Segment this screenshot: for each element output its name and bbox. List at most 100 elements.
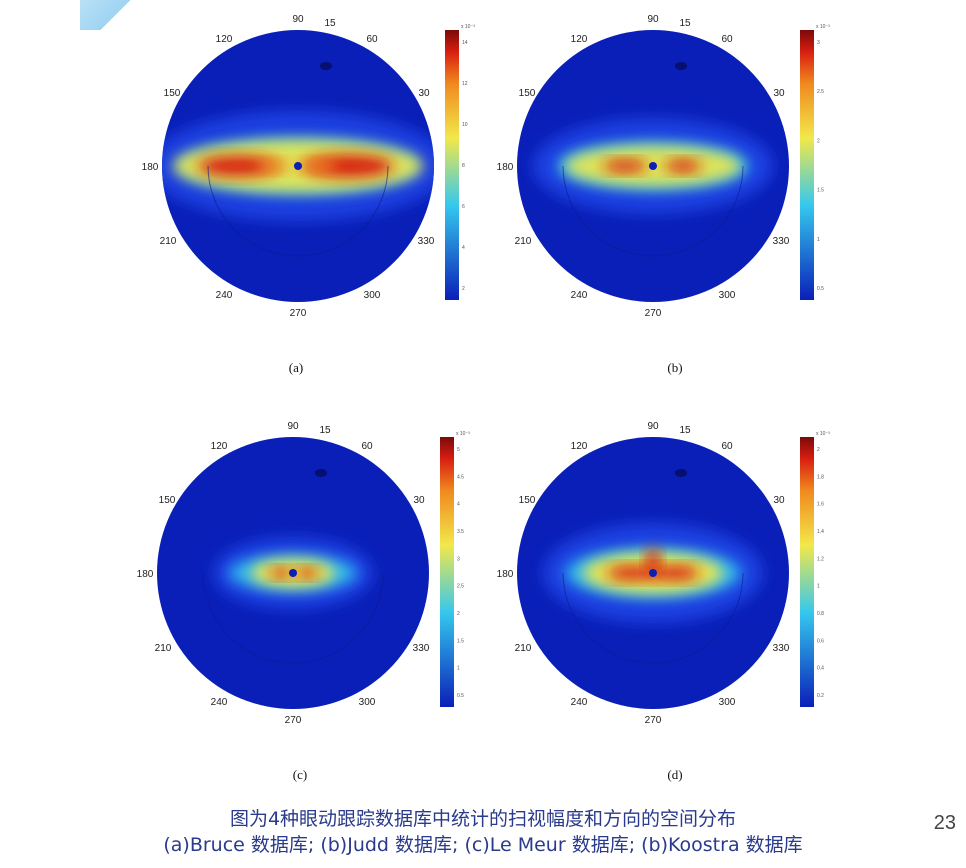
colorbar-tick-a-0: 14: [462, 40, 468, 46]
angle-label-a-60: 60: [366, 34, 378, 45]
angle-label-b-60: 60: [721, 34, 733, 45]
angle-label-b-30: 30: [773, 88, 785, 99]
angle-label-c-180: 180: [137, 569, 154, 580]
angle-label-b-210: 210: [515, 236, 532, 247]
colorbar-tick-b-2: 2: [817, 138, 820, 144]
angle-label-c-60: 60: [361, 441, 373, 452]
polar-heatmap-panel-a: 90 15 60 120 150 30 180 210 330 240 300 270 x 10⁻³ 14…: [140, 8, 475, 388]
colorbar-tick-c-6: 2: [457, 611, 460, 617]
colorbar-tick-c-4: 3: [457, 556, 460, 562]
page-number: 23: [933, 812, 956, 834]
dark-spot-a: [320, 62, 332, 70]
colorbar-tick-d-2: 1.6: [817, 502, 824, 508]
slide-caption-line-2: (a)Bruce 数据库; (b)Judd 数据库; (c)Le Meur 数据…: [163, 834, 803, 856]
colorbar-a: [445, 30, 459, 300]
corner-decoration: [80, 0, 140, 30]
colorbar-b: [800, 30, 814, 300]
polar-heatmap-c: 90 15 60 120 150 30 180 210 330 240 300 270 x 10⁻³ 5 4…: [137, 421, 470, 726]
heat-blob-b-1: [603, 160, 647, 172]
angle-label-b-300: 300: [719, 290, 736, 301]
panel-caption-a: (a): [288, 360, 304, 375]
colorbar-tick-a-5: 4: [462, 245, 465, 251]
angle-label-a-15: 15: [324, 18, 336, 29]
dark-spot-b: [675, 62, 687, 70]
center-dot-b: [649, 162, 657, 170]
angle-label-b-90: 90: [647, 14, 659, 25]
angle-label-a-300: 300: [364, 290, 381, 301]
colorbar-exponent-d: x 10⁻³: [816, 431, 830, 437]
angle-label-d-30: 30: [773, 495, 785, 506]
colorbar-tick-d-6: 0.8: [817, 611, 824, 617]
polar-heatmap-d: 90 15 60 120 150 30 180 210 330 240 300 270 x 10⁻³ 2 1…: [497, 421, 830, 726]
colorbar-tick-c-0: 5: [457, 447, 460, 453]
angle-label-d-330: 330: [773, 643, 790, 654]
heat-blob-a-1: [198, 156, 278, 176]
angle-label-d-210: 210: [515, 643, 532, 654]
colorbar-tick-a-4: 6: [462, 204, 465, 210]
angle-label-c-210: 210: [155, 643, 172, 654]
angle-label-d-150: 150: [519, 495, 536, 506]
colorbar-tick-b-3: 1.5: [817, 188, 824, 194]
panel-caption-d: (d): [667, 767, 683, 782]
heat-blob-c-2: [297, 568, 317, 578]
angle-label-d-180: 180: [497, 569, 514, 580]
colorbar-exponent-a: x 10⁻³: [461, 24, 475, 30]
angle-label-a-210: 210: [160, 236, 177, 247]
colorbar-tick-b-4: 1: [817, 237, 820, 243]
colorbar-tick-a-6: 2: [462, 286, 465, 292]
colorbar-c: [440, 437, 454, 707]
colorbar-tick-a-3: 8: [462, 163, 465, 169]
angle-label-b-15: 15: [679, 18, 691, 29]
angle-label-a-240: 240: [216, 290, 233, 301]
heat-blob-c-1: [271, 568, 291, 578]
heat-blob-d-3: [646, 549, 660, 573]
colorbar-tick-c-3: 3.5: [457, 529, 464, 535]
colorbar-tick-b-0: 3: [817, 40, 820, 46]
angle-label-d-60: 60: [721, 441, 733, 452]
colorbar-tick-d-0: 2: [817, 447, 820, 453]
polar-heatmap-panel-d: 90 15 60 120 150 30 180 210 330 240 300 270 x 10⁻³ 2 1…: [495, 415, 830, 795]
angle-label-b-180: 180: [497, 162, 514, 173]
colorbar-tick-c-2: 4: [457, 502, 460, 508]
polar-heatmap-panel-b: 90 15 60 120 150 30 180 210 330 240 300 270 x 10⁻³ 3 2…: [495, 8, 830, 388]
colorbar-tick-b-5: 0.5: [817, 286, 824, 292]
colorbar-d: [800, 437, 814, 707]
heat-blob-a-4: [300, 160, 336, 172]
colorbar-tick-c-8: 1: [457, 666, 460, 672]
colorbar-tick-d-1: 1.8: [817, 474, 824, 480]
colorbar-tick-d-8: 0.4: [817, 666, 824, 672]
angle-label-b-150: 150: [519, 88, 536, 99]
angle-label-a-330: 330: [418, 236, 435, 247]
heat-blob-b-2: [665, 160, 701, 172]
colorbar-tick-d-5: 1: [817, 584, 820, 590]
angle-label-a-90: 90: [292, 14, 304, 25]
colorbar-tick-d-4: 1.2: [817, 556, 824, 562]
heat-blob-a-3: [257, 160, 289, 172]
center-dot-c: [289, 569, 297, 577]
colorbar-exponent-b: x 10⁻³: [816, 24, 830, 30]
polar-heatmap-panel-c: 90 15 60 120 150 30 180 210 330 240 300 270 x 10⁻³ 5 4…: [135, 415, 470, 795]
colorbar-tick-a-2: 10: [462, 122, 468, 128]
angle-label-c-270: 270: [285, 715, 302, 726]
angle-label-c-240: 240: [211, 697, 228, 708]
colorbar-tick-c-5: 2.5: [457, 584, 464, 590]
angle-label-d-270: 270: [645, 715, 662, 726]
dark-spot-c: [315, 469, 327, 477]
angle-label-a-30: 30: [418, 88, 430, 99]
heat-blob-d-2: [651, 566, 699, 580]
slide-caption-line-1: 图为4种眼动跟踪数据库中统计的扫视幅度和方向的空间分布: [229, 808, 737, 830]
angle-label-c-300: 300: [359, 697, 376, 708]
angle-label-d-240: 240: [571, 697, 588, 708]
angle-label-d-300: 300: [719, 697, 736, 708]
heat-blob-d-1: [607, 566, 659, 580]
panel-caption-c: (c): [292, 767, 308, 782]
heat-blob-a-2: [303, 155, 393, 177]
angle-label-b-240: 240: [571, 290, 588, 301]
grid-arc-c: [202, 572, 384, 664]
angle-label-a-270: 270: [290, 308, 307, 319]
angle-label-c-30: 30: [413, 495, 425, 506]
center-dot-a: [294, 162, 302, 170]
angle-label-c-120: 120: [211, 441, 228, 452]
center-dot-d: [649, 569, 657, 577]
